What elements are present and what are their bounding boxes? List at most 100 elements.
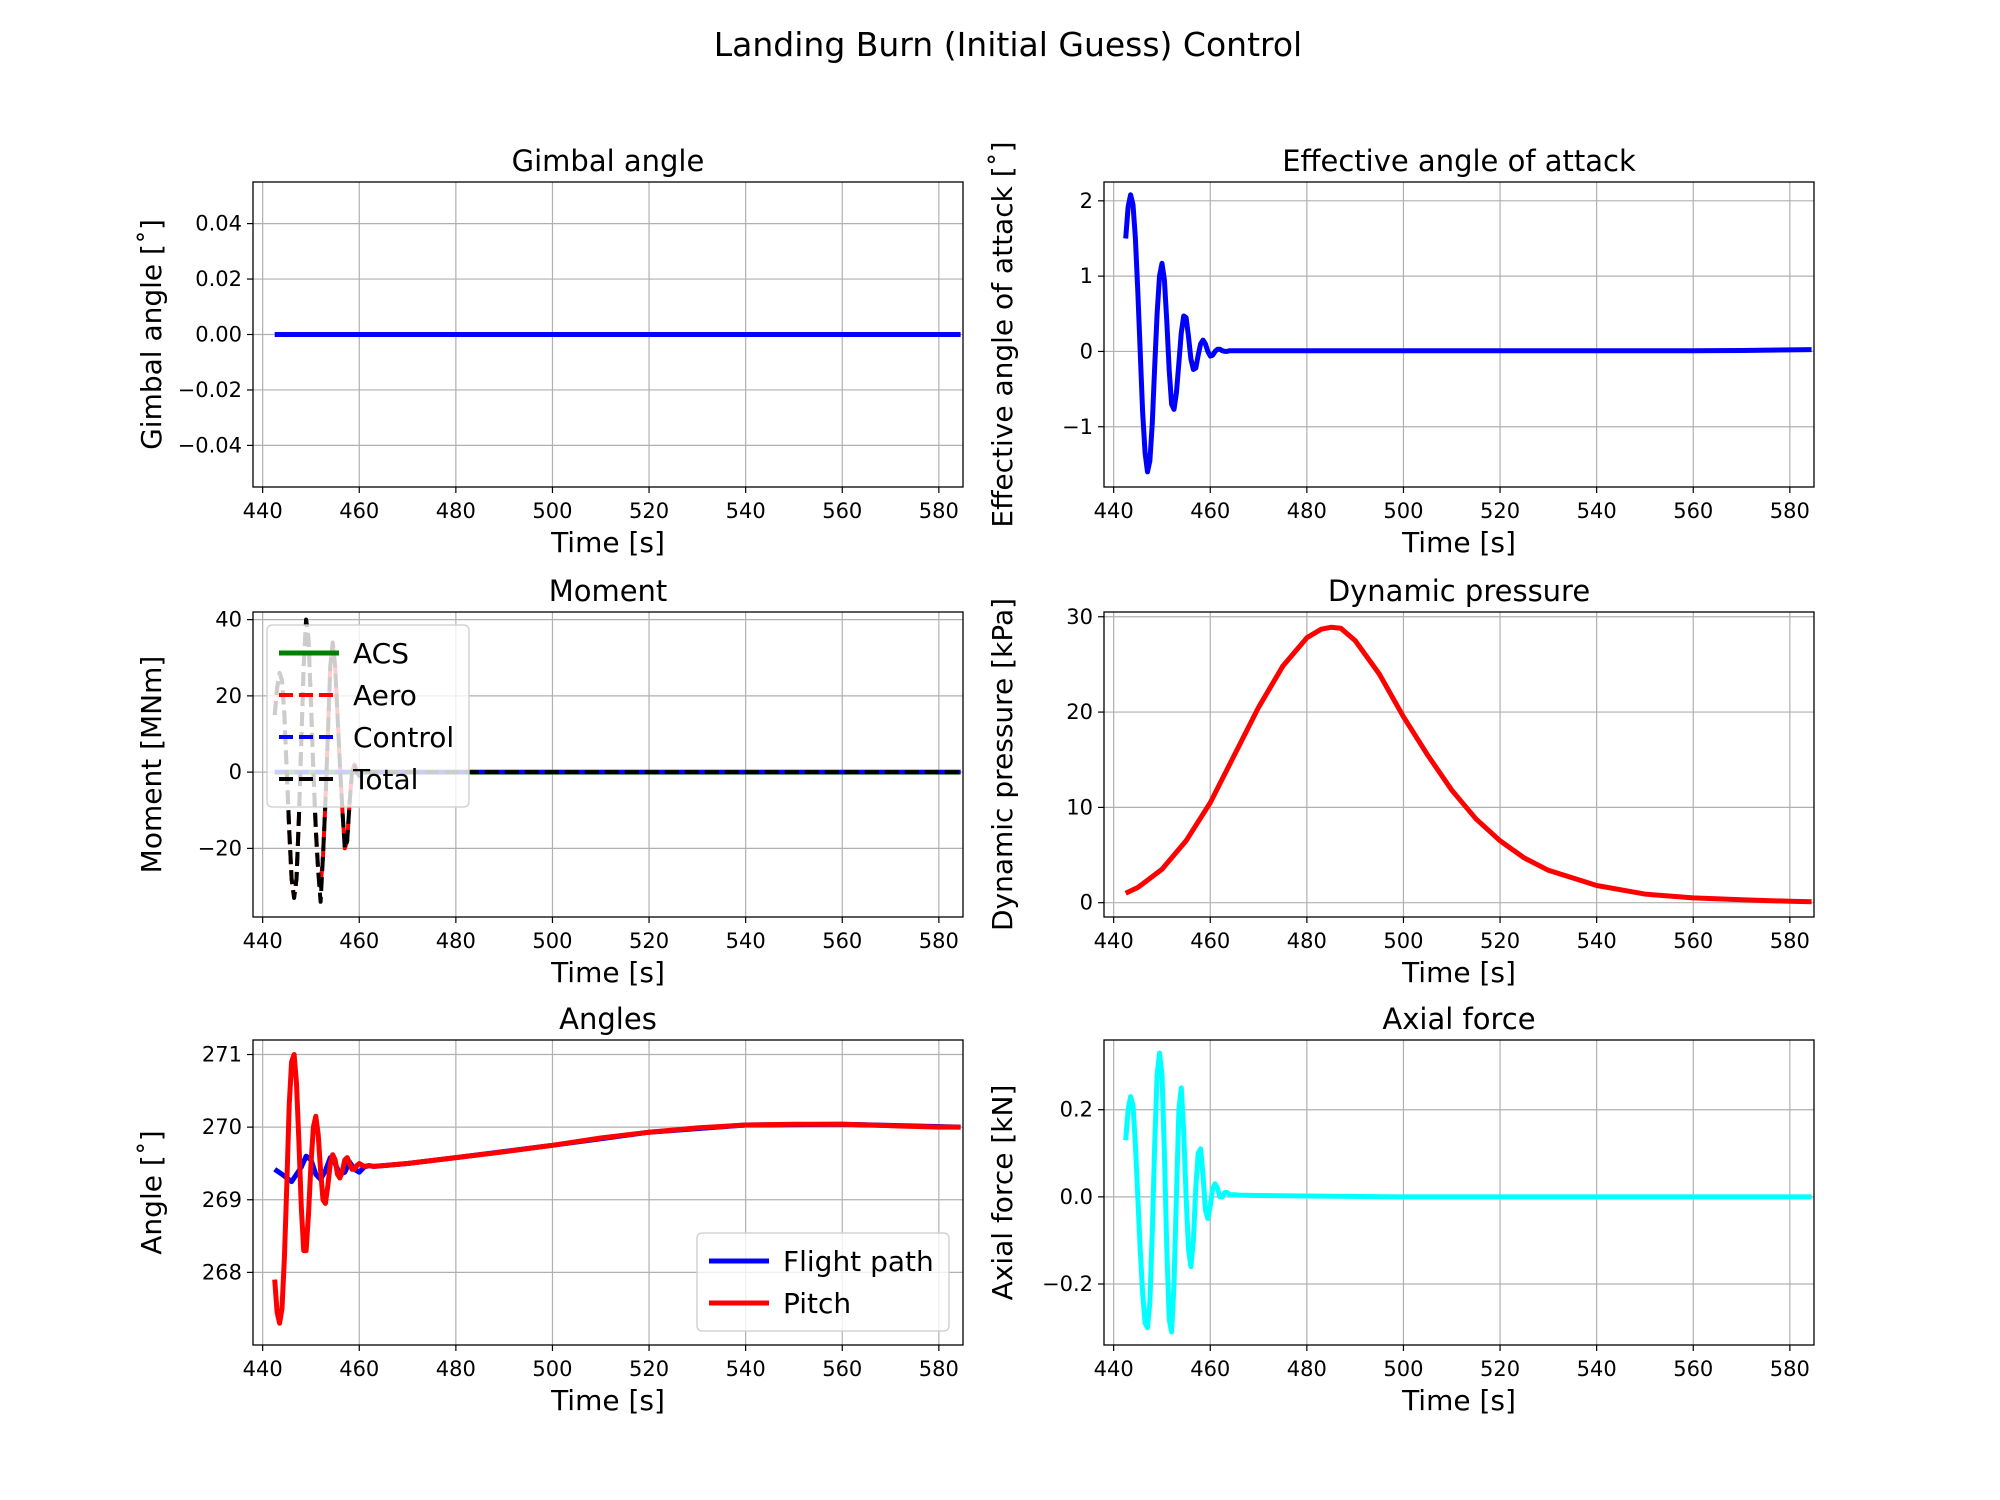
x-tick-label: 480 <box>1287 929 1327 953</box>
x-axis-label: Time [s] <box>550 526 665 559</box>
x-tick-label: 520 <box>1480 929 1520 953</box>
legend-box <box>696 1232 950 1332</box>
y-tick-label: −0.02 <box>178 378 242 402</box>
y-tick-label: 268 <box>202 1260 242 1284</box>
legend-label-aero: Aero <box>353 679 417 712</box>
y-tick-label: 2 <box>1080 189 1093 213</box>
series-line-pitch <box>272 1052 961 1326</box>
x-tick-label: 440 <box>243 1357 283 1381</box>
y-tick-label: −0.2 <box>1042 1272 1093 1296</box>
x-tick-label: 500 <box>532 1357 572 1381</box>
x-tick-label: 520 <box>629 499 669 523</box>
legend: Flight path Pitch <box>696 1232 950 1332</box>
x-tick-label: 580 <box>1770 929 1810 953</box>
x-axis-label: Time [s] <box>550 1384 665 1417</box>
x-tick-label: 460 <box>339 499 379 523</box>
x-tick-label: 540 <box>1577 499 1617 523</box>
x-tick-label: 560 <box>1673 499 1713 523</box>
y-tick-label: −20 <box>198 836 242 860</box>
x-tick-label: 540 <box>1577 1357 1617 1381</box>
x-tick-label: 580 <box>919 1357 959 1381</box>
x-axis-label: Time [s] <box>550 956 665 989</box>
y-tick-label: 10 <box>1066 795 1093 819</box>
y-tick-label: 0 <box>1080 891 1093 915</box>
series-line-1 <box>1124 624 1812 905</box>
x-tick-label: 460 <box>1190 499 1230 523</box>
y-axis-label: Axial force [kN] <box>986 1085 1019 1301</box>
axes-frame <box>1103 1039 1815 1346</box>
y-tick-label: 30 <box>1066 605 1093 629</box>
subplot-title: Axial force <box>1382 1002 1535 1036</box>
subplot-title: Angles <box>559 1002 657 1036</box>
x-tick-label: 460 <box>1190 1357 1230 1381</box>
axes-frame <box>1103 611 1815 918</box>
x-tick-label: 580 <box>1770 499 1810 523</box>
x-tick-label: 540 <box>726 499 766 523</box>
y-tick-label: −1 <box>1062 415 1093 439</box>
subplot-title: Effective angle of attack <box>1282 144 1636 178</box>
series-group <box>272 1052 961 1326</box>
y-tick-label: 20 <box>215 684 242 708</box>
y-axis-label: Gimbal angle [˚] <box>135 219 168 450</box>
y-axis-label: Effective angle of attack [˚] <box>986 141 1019 527</box>
x-axis-label: Time [s] <box>1401 1384 1516 1417</box>
y-tick-label: 0.02 <box>195 267 242 291</box>
x-tick-label: 560 <box>1673 929 1713 953</box>
y-tick-label: 271 <box>202 1043 242 1067</box>
series-line-1 <box>1123 1050 1812 1335</box>
x-tick-label: 460 <box>1190 929 1230 953</box>
legend-label-pitch: Pitch <box>783 1287 851 1320</box>
legend-label-acs: ACS <box>353 637 409 670</box>
x-tick-label: 460 <box>339 929 379 953</box>
legend-label-control: Control <box>353 721 454 754</box>
x-tick-label: 440 <box>243 929 283 953</box>
x-tick-label: 480 <box>436 499 476 523</box>
y-tick-label: 20 <box>1066 700 1093 724</box>
axes-frame <box>1103 181 1815 488</box>
x-tick-label: 480 <box>1287 499 1327 523</box>
subplot-axial-force: 440 460 480 500 520 540 560 580 −0.2 0.0 0.2 Axial … <box>986 1002 1815 1417</box>
y-tick-label: −0.04 <box>178 433 242 457</box>
legend-box <box>266 624 470 808</box>
x-tick-label: 440 <box>243 499 283 523</box>
series-line-1 <box>1123 192 1812 475</box>
y-tick-label: 0.0 <box>1060 1185 1093 1209</box>
subplot-dynamic-pressure: 440 460 480 500 520 540 560 580 0 10 20 30 Dynamic p… <box>986 574 1815 989</box>
y-tick-label: 40 <box>215 608 242 632</box>
y-axis-label: Moment [MNm] <box>135 656 168 874</box>
y-axis-label: Angle [˚] <box>135 1130 168 1254</box>
x-tick-label: 540 <box>726 929 766 953</box>
x-tick-label: 440 <box>1094 1357 1134 1381</box>
series-group <box>1123 1050 1812 1335</box>
x-tick-label: 520 <box>629 929 669 953</box>
x-axis-label: Time [s] <box>1401 526 1516 559</box>
x-tick-label: 460 <box>339 1357 379 1381</box>
x-tick-label: 500 <box>532 499 572 523</box>
x-tick-label: 520 <box>1480 1357 1520 1381</box>
y-tick-label: 1 <box>1080 264 1093 288</box>
axes-frame <box>252 1039 964 1346</box>
series-group <box>1123 192 1812 475</box>
subplot-angles: 440 460 480 500 520 540 560 580 268 269 270 271 Angl… <box>135 1002 964 1417</box>
x-tick-label: 540 <box>1577 929 1617 953</box>
subplot-moment: 440 460 480 500 520 540 560 580 −20 0 20 40 Moment Ti… <box>135 574 964 989</box>
x-tick-label: 500 <box>1383 499 1423 523</box>
y-tick-label: 0.00 <box>195 323 242 347</box>
x-tick-label: 480 <box>1287 1357 1327 1381</box>
x-tick-label: 560 <box>1673 1357 1713 1381</box>
axes-frame <box>252 181 964 488</box>
x-tick-label: 500 <box>1383 929 1423 953</box>
x-tick-label: 560 <box>822 499 862 523</box>
x-tick-label: 480 <box>436 1357 476 1381</box>
subplot-effective-angle-of-attack: 440 460 480 500 520 540 560 580 −1 0 1 2 Effective a… <box>986 141 1815 559</box>
subplot-gimbal-angle: 440 460 480 500 520 540 560 580 −0.04 −0.02 0.00 0.… <box>135 144 964 559</box>
figure-title: Landing Burn (Initial Guess) Control <box>714 25 1302 64</box>
x-tick-label: 500 <box>532 929 572 953</box>
x-tick-label: 580 <box>1770 1357 1810 1381</box>
x-tick-label: 440 <box>1094 499 1134 523</box>
y-tick-label: 0 <box>229 760 242 784</box>
y-tick-label: 0.2 <box>1060 1098 1093 1122</box>
subplot-title: Moment <box>549 574 668 608</box>
x-tick-label: 580 <box>919 929 959 953</box>
